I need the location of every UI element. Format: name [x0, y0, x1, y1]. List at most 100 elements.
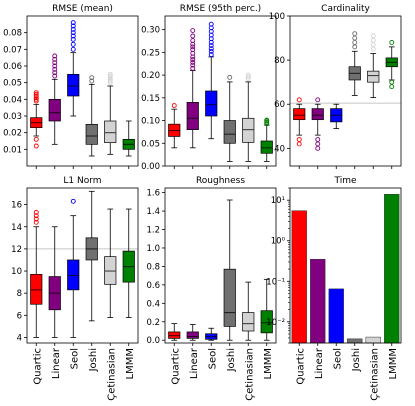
panel-title: Cardinality: [321, 4, 370, 14]
box-outlier: [296, 137, 302, 142]
panel-title: Time: [333, 176, 356, 186]
box-joshi: [223, 199, 236, 341]
box-outlier: [389, 40, 395, 45]
box-iqr: [30, 274, 43, 305]
box-outlier: [52, 66, 58, 72]
box-outlier: [171, 103, 177, 108]
box-outlier: [33, 216, 39, 222]
box-outlier: [208, 43, 214, 48]
box-quartic: [168, 103, 181, 149]
box-outlier: [190, 57, 196, 63]
y-tick-label: 1.0: [146, 244, 160, 254]
box-seol: [205, 21, 218, 140]
box-outlier: [33, 90, 39, 96]
y-tick-label: 0.05: [3, 79, 22, 89]
y-tick-label: 0.8: [146, 262, 160, 272]
box-outlier: [70, 198, 76, 204]
y-tick-label: 6: [17, 311, 22, 321]
box-outlier: [315, 145, 321, 151]
axes-frame: [164, 15, 277, 167]
box-outlier: [370, 33, 376, 39]
box-seol: [67, 20, 80, 117]
panel-2: Cardinality 40 60 80 100: [269, 4, 402, 169]
x-tick-label: Linear: [314, 347, 325, 379]
y-tick-label: 0.02: [3, 129, 22, 139]
box-iqr: [186, 102, 199, 130]
x-tick-label: Çetinasian: [244, 348, 255, 401]
box-seol: [205, 327, 218, 341]
bar-joshi: [347, 338, 363, 344]
box-outlier: [52, 70, 58, 76]
y-tick-label: 80: [274, 56, 285, 66]
x-tick-label: Quartic: [295, 348, 306, 385]
box-joshi: [348, 31, 361, 96]
panel-3: L1 Norm 4 6 8 10 12 14 16 Quartic Linear Seol Joshi…: [11, 176, 139, 401]
y-tick-label: 0.30: [141, 26, 160, 36]
box-outlier: [70, 36, 76, 42]
panel-5: Time 10⁻² 10⁻¹ 10⁰ 10¹ Quartic Linear Seol Joshi…: [266, 176, 402, 401]
panel-0: RMSE (mean) 0.01 0.02 0.03 0.04 0.05 0.06 0.07 0…: [3, 4, 139, 169]
box-outlier: [208, 52, 214, 58]
y-tick-label: 40: [274, 144, 285, 154]
box-outlier: [208, 46, 214, 52]
box-outlier: [70, 26, 76, 32]
box-seol: [67, 198, 80, 338]
box-outlier: [52, 73, 58, 79]
box-outlier: [264, 117, 270, 123]
x-tick-label: Seol: [332, 348, 343, 369]
box-outlier: [33, 213, 39, 219]
box-iqr: [311, 108, 324, 121]
box-outlier: [107, 73, 113, 79]
box-outlier: [190, 62, 196, 68]
box-quartic: [293, 97, 306, 147]
box-outlier: [296, 141, 302, 147]
axes-frame: [289, 15, 402, 167]
panel-title: RMSE (mean): [52, 4, 113, 14]
box-outlier: [89, 78, 95, 84]
axes-frame: [289, 187, 402, 344]
x-tick-label: Seol: [69, 348, 80, 369]
box-iqr: [104, 120, 117, 144]
box-outlier: [70, 33, 76, 39]
box-outlier: [33, 91, 39, 97]
box-outlier: [70, 23, 76, 29]
x-tick-label: LMMM: [125, 348, 136, 379]
box-outlier: [208, 21, 214, 27]
box-joshi: [85, 190, 98, 322]
box-çetinasian: [242, 281, 255, 341]
box-outlier: [315, 141, 321, 147]
y-tick-label: 0.01: [3, 145, 22, 155]
y-tick-label: 0.04: [3, 95, 22, 105]
box-iqr: [242, 312, 255, 332]
box-linear: [48, 53, 61, 145]
y-tick-label: 0.20: [141, 71, 160, 81]
box-outlier: [352, 40, 358, 45]
box-linear: [186, 324, 199, 341]
box-çetinasian: [367, 33, 380, 99]
y-tick-label: 14: [11, 223, 22, 233]
box-outlier: [107, 76, 113, 82]
bar-seol: [328, 288, 344, 344]
box-outlier: [107, 75, 113, 81]
box-outlier: [70, 46, 76, 52]
box-iqr: [186, 331, 199, 339]
box-outlier: [190, 59, 196, 65]
box-lmmm: [260, 117, 273, 162]
box-outlier: [33, 143, 39, 149]
box-quartic: [30, 90, 43, 149]
y-tick-label: 0.4: [146, 299, 160, 309]
box-outlier: [315, 137, 321, 142]
box-iqr: [104, 256, 117, 285]
y-tick-label: 10⁻²: [266, 318, 285, 328]
box-outlier: [352, 35, 358, 41]
box-iqr: [223, 120, 236, 144]
box-outlier: [389, 84, 395, 90]
box-outlier: [370, 42, 376, 48]
box-iqr: [260, 140, 273, 154]
x-tick-label: Linear: [51, 347, 62, 379]
box-outlier: [33, 209, 39, 215]
box-iqr: [293, 108, 306, 121]
box-outlier: [352, 44, 358, 50]
box-joshi: [85, 75, 98, 157]
y-tick-label: 10⁻¹: [266, 277, 285, 287]
